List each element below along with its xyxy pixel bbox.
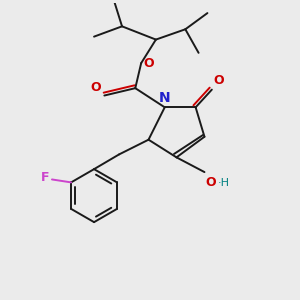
Text: N: N [158, 91, 170, 105]
Text: O: O [213, 74, 224, 87]
Text: O: O [91, 81, 101, 94]
Text: O: O [205, 176, 216, 189]
Text: ·H: ·H [218, 178, 230, 188]
Text: O: O [143, 57, 154, 70]
Text: F: F [41, 172, 50, 184]
